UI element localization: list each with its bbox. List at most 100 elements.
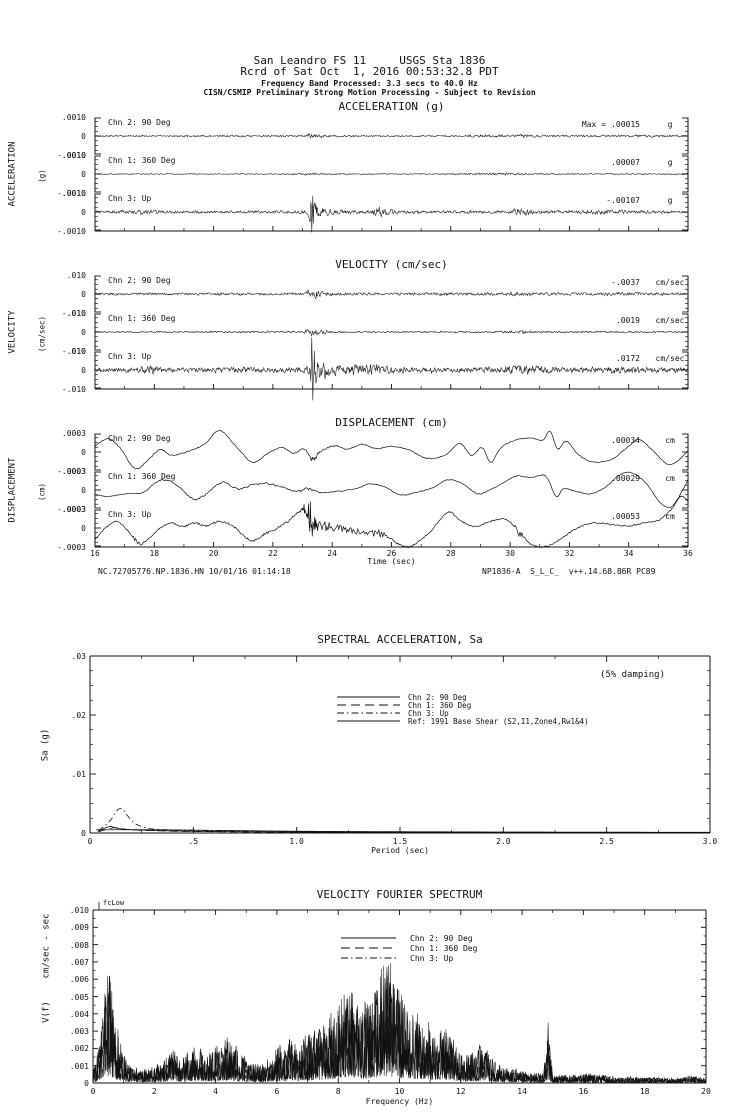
velocity-axis-label: VELOCITY bbox=[7, 310, 18, 354]
ytick-label: -.0003 bbox=[57, 543, 86, 552]
sa-xtick-label: 0 bbox=[87, 837, 93, 846]
ytick-label: .0003 bbox=[61, 467, 86, 476]
max-unit: cm/sec bbox=[655, 316, 685, 325]
ytick-label: -.0010 bbox=[57, 189, 86, 198]
processing-note: CISN/CSMIP Preliminary Strong Motion Pro… bbox=[203, 88, 536, 97]
sa-ytick-label: 0 bbox=[81, 829, 86, 838]
time-tick-label: 20 bbox=[208, 549, 219, 558]
time-axis-label: Time (sec) bbox=[367, 557, 416, 566]
channel-label: Chn 2: 90 Deg bbox=[108, 276, 171, 285]
sa-legend-ch1: Chn 1: 360 Deg bbox=[408, 701, 472, 710]
ytick-label: 0 bbox=[81, 486, 86, 495]
max-unit: cm/sec bbox=[655, 278, 685, 287]
frequency-band-note: Frequency Band Processed: 3.3 secs to 40… bbox=[261, 79, 478, 88]
fourier-ytick-label: .004 bbox=[69, 1009, 89, 1019]
ytick-label: .010 bbox=[66, 347, 86, 356]
fourier-chart-title: VELOCITY FOURIER SPECTRUM bbox=[316, 888, 483, 901]
fourier-ytick-label: .003 bbox=[69, 1027, 89, 1037]
ytick-label: 0 bbox=[81, 524, 86, 533]
ytick-label: -.010 bbox=[61, 385, 86, 394]
max-unit: cm bbox=[665, 436, 675, 445]
ytick-label: 0 bbox=[81, 132, 86, 141]
time-tick-label: 32 bbox=[564, 549, 575, 558]
fourier-xtick-label: 16 bbox=[578, 1087, 589, 1096]
max-value: .0172 bbox=[615, 354, 640, 363]
fourier-ytick-label: .001 bbox=[69, 1061, 89, 1071]
fourier-xtick-label: 14 bbox=[517, 1087, 527, 1096]
sa-legend-ref: Ref: 1991 Base Shear (S2,I1,Zone4,Rw1&4) bbox=[408, 717, 589, 726]
fourier-xtick-label: 20 bbox=[701, 1087, 711, 1096]
max-value: -.00107 bbox=[606, 196, 640, 205]
channel-label: Chn 3: Up bbox=[108, 352, 152, 361]
ytick-label: 0 bbox=[81, 328, 86, 337]
fourier-legend-ch2: Chn 2: 90 Deg bbox=[410, 934, 473, 943]
ytick-label: 0 bbox=[81, 366, 86, 375]
fourier-legend-ch3: Chn 3: Up bbox=[410, 954, 454, 963]
sa-ytick-label: .02 bbox=[71, 711, 86, 720]
ytick-label: 0 bbox=[81, 170, 86, 179]
sa-xtick-label: .5 bbox=[188, 837, 199, 846]
ytick-label: 0 bbox=[81, 448, 86, 457]
sa-xtick-label: 2.0 bbox=[496, 837, 511, 846]
max-value: -.0037 bbox=[611, 278, 640, 287]
sa-legend-ch2: Chn 2: 90 Deg bbox=[408, 693, 467, 702]
record-datetime: Rcrd of Sat Oct 1, 2016 00:53:32.8 PDT bbox=[240, 65, 499, 78]
ytick-label: -.0003 bbox=[57, 505, 86, 514]
ytick-label: 0 bbox=[81, 208, 86, 217]
sa-chart-title: SPECTRAL ACCELERATION, Sa bbox=[317, 633, 483, 646]
ytick-label: .0003 bbox=[61, 429, 86, 438]
record-id-footer: NC.72705776.NP.1836.HN 10/01/16 01:14:18 bbox=[98, 567, 291, 576]
max-value: .00015 bbox=[611, 120, 640, 129]
processing-version-footer: NP1836-A S_L_C_ v++.14.68.86R PC89 bbox=[482, 567, 656, 576]
fourier-x-axis-label: Frequency (Hz) bbox=[365, 1097, 434, 1106]
max-value: .00007 bbox=[611, 158, 640, 167]
ytick-label: -.010 bbox=[61, 309, 86, 318]
ytick-label: -.0010 bbox=[57, 227, 86, 236]
max-unit: cm bbox=[665, 474, 675, 483]
fourier-ytick-label: .006 bbox=[69, 975, 89, 985]
sa-x-axis-label: Period (sec) bbox=[371, 846, 429, 855]
time-tick-label: 26 bbox=[386, 549, 397, 558]
time-tick-label: 22 bbox=[268, 549, 278, 558]
sa-xtick-label: 3.0 bbox=[702, 837, 718, 846]
fourier-ytick-label: .010 bbox=[69, 906, 89, 915]
sa-ytick-label: .03 bbox=[71, 652, 86, 661]
max-value: .00029 bbox=[611, 474, 640, 483]
fourier-ytick-label: .002 bbox=[69, 1044, 89, 1054]
time-tick-label: 16 bbox=[90, 549, 100, 558]
max-value: .00034 bbox=[611, 436, 640, 445]
ytick-label: .0010 bbox=[61, 113, 86, 122]
max-value: .0019 bbox=[615, 316, 640, 325]
time-tick-label: 36 bbox=[683, 549, 693, 558]
ytick-label: .0003 bbox=[61, 505, 86, 514]
fourier-xtick-label: 8 bbox=[335, 1087, 341, 1096]
max-unit: g bbox=[667, 196, 673, 205]
fourier-ytick-label: .009 bbox=[69, 923, 89, 933]
fourier-xtick-label: 6 bbox=[274, 1087, 280, 1096]
channel-label: Chn 2: 90 Deg bbox=[108, 434, 171, 443]
filter-corner-label: fcLow bbox=[103, 899, 125, 907]
acceleration-title: ACCELERATION (g) bbox=[338, 100, 445, 113]
fourier-xtick-label: 10 bbox=[394, 1087, 405, 1096]
ytick-label: .0010 bbox=[61, 189, 86, 198]
velocity-title: VELOCITY (cm/sec) bbox=[335, 258, 448, 271]
sa-ytick-label: .01 bbox=[71, 770, 86, 779]
max-unit: g bbox=[667, 120, 673, 129]
sa-xtick-label: 1.0 bbox=[289, 837, 304, 846]
damping-note: (5% damping) bbox=[599, 670, 665, 680]
max-value: .00053 bbox=[611, 512, 640, 521]
ytick-label: .010 bbox=[66, 309, 86, 318]
fourier-ytick-label: .007 bbox=[69, 957, 89, 967]
fourier-xtick-label: 18 bbox=[639, 1087, 650, 1096]
fourier-ytick-label: .005 bbox=[69, 992, 89, 1002]
fourier-ytick-label: .008 bbox=[69, 940, 89, 950]
ytick-label: .0010 bbox=[61, 151, 86, 160]
ytick-label: -.0010 bbox=[57, 151, 86, 160]
ytick-label: -.0003 bbox=[57, 467, 86, 476]
fourier-xtick-label: 0 bbox=[90, 1087, 96, 1096]
displacement-axis-label: DISPLACEMENT bbox=[7, 457, 18, 523]
channel-label: Chn 1: 360 Deg bbox=[108, 156, 176, 165]
ytick-label: -.010 bbox=[61, 347, 86, 356]
